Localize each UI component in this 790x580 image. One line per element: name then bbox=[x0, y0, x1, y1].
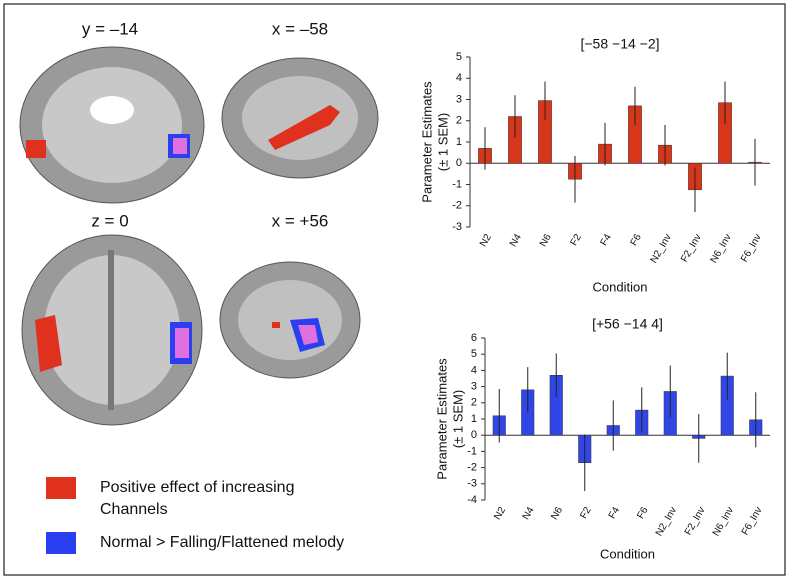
y-axis-title: (± 1 SEM) bbox=[450, 390, 465, 448]
y-tick-label: 4 bbox=[456, 72, 462, 84]
y-tick-label: -1 bbox=[467, 445, 477, 457]
brain-axial bbox=[21, 234, 203, 426]
y-tick-label: 6 bbox=[471, 332, 477, 344]
panel-label: z = 0 bbox=[91, 211, 128, 230]
brain-sagittal-right bbox=[219, 261, 361, 379]
y-tick-label: 3 bbox=[471, 381, 477, 393]
y-tick-label: -1 bbox=[452, 178, 462, 190]
y-axis-title: (± 1 SEM) bbox=[435, 113, 450, 171]
brain-coronal bbox=[19, 46, 205, 204]
y-axis-title: Parameter Estimates bbox=[419, 81, 434, 203]
y-tick-label: 0 bbox=[456, 157, 462, 169]
y-tick-label: 2 bbox=[456, 115, 462, 127]
legend-swatch bbox=[46, 477, 76, 499]
y-tick-label: 4 bbox=[471, 364, 477, 376]
legend-label: Normal > Falling/Flattened melody bbox=[100, 534, 344, 551]
x-tick-label: F2 bbox=[578, 505, 594, 521]
chart-title: [−58 −14 −2] bbox=[580, 36, 659, 52]
y-tick-label: 5 bbox=[471, 348, 477, 360]
legend-label: Positive effect of increasing bbox=[100, 479, 294, 496]
panel-label: x = –58 bbox=[272, 19, 328, 38]
x-tick-label: F4 bbox=[607, 505, 623, 521]
y-tick-label: 0 bbox=[471, 429, 477, 441]
legend-label: Channels bbox=[100, 501, 168, 518]
y-tick-label: 5 bbox=[456, 51, 462, 63]
panel-label: x = +56 bbox=[272, 211, 329, 230]
legend-swatch bbox=[46, 532, 76, 554]
y-tick-label: -3 bbox=[467, 478, 477, 490]
y-tick-label: 3 bbox=[456, 93, 462, 105]
y-tick-label: 2 bbox=[471, 397, 477, 409]
y-tick-label: -2 bbox=[467, 462, 477, 474]
x-tick-label: F4 bbox=[599, 232, 615, 248]
y-tick-label: 1 bbox=[456, 136, 462, 148]
brain-sagittal-left bbox=[221, 57, 379, 179]
x-axis-title: Condition bbox=[593, 279, 648, 294]
y-tick-label: -2 bbox=[452, 200, 462, 212]
x-axis-title: Condition bbox=[600, 546, 655, 561]
panel-label: y = –14 bbox=[82, 19, 138, 38]
y-tick-label: 1 bbox=[471, 413, 477, 425]
x-tick-label: F6 bbox=[629, 232, 645, 248]
y-tick-label: -3 bbox=[452, 221, 462, 233]
y-tick-label: -4 bbox=[467, 494, 477, 506]
x-tick-label: F2 bbox=[569, 232, 585, 248]
x-tick-label: F6 bbox=[635, 505, 651, 521]
y-axis-title: Parameter Estimates bbox=[434, 358, 449, 480]
chart-title: [+56 −14 4] bbox=[592, 316, 663, 332]
